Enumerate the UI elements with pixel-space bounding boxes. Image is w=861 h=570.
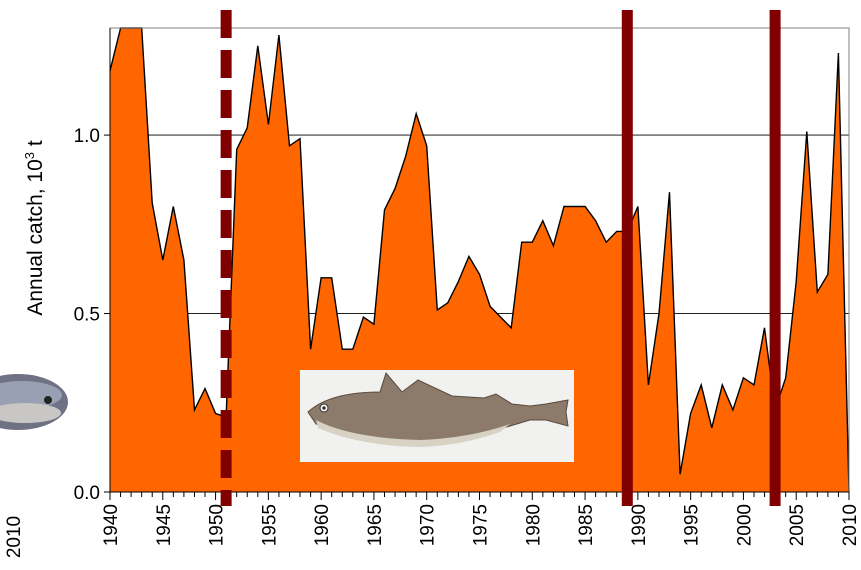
y-axis-label-text: Annual catch, 10 bbox=[24, 159, 47, 315]
y-tick-label: 0.5 bbox=[74, 305, 100, 326]
x-tick-label: 2000 bbox=[734, 504, 755, 546]
x-tick-label: 2010 bbox=[840, 504, 861, 546]
cod-fish-photo bbox=[300, 370, 574, 462]
x-tick-label: 1945 bbox=[154, 504, 175, 546]
x-tick-label: 1940 bbox=[101, 504, 122, 546]
catch-area bbox=[110, 28, 849, 492]
catch-line bbox=[109, 27, 850, 493]
y-axis-label-superscript: 3 bbox=[22, 152, 37, 159]
x-tick-label: 1965 bbox=[365, 504, 386, 546]
x-tick-label: 2005 bbox=[787, 504, 808, 546]
x-tick-label: 1960 bbox=[312, 504, 333, 546]
x-tick-label: 1955 bbox=[259, 504, 280, 546]
left-partial-tick-label: 2010 bbox=[4, 516, 25, 558]
x-tick-label: 1985 bbox=[576, 504, 597, 546]
event-markers bbox=[220, 10, 781, 506]
y-tick-label: 0.0 bbox=[74, 483, 100, 504]
y-axis: 0.0 0.5 1.0 bbox=[74, 28, 111, 504]
y-axis-label-unit: t bbox=[24, 140, 47, 152]
x-tick-label: 1980 bbox=[523, 504, 544, 546]
x-tick-label: 1970 bbox=[418, 504, 439, 546]
left-fish-photo bbox=[0, 374, 68, 430]
x-axis: 1940 1945 1950 1955 1960 1965 1970 1975 1980 1985… bbox=[101, 491, 861, 546]
y-axis-label: Annual catch, 103 t bbox=[22, 140, 47, 316]
x-tick-label: 1995 bbox=[682, 504, 703, 546]
y-tick-label: 1.0 bbox=[74, 126, 100, 147]
x-tick-label: 1950 bbox=[207, 504, 228, 546]
x-tick-label: 1975 bbox=[471, 504, 492, 546]
x-tick-label: 1990 bbox=[629, 504, 650, 546]
